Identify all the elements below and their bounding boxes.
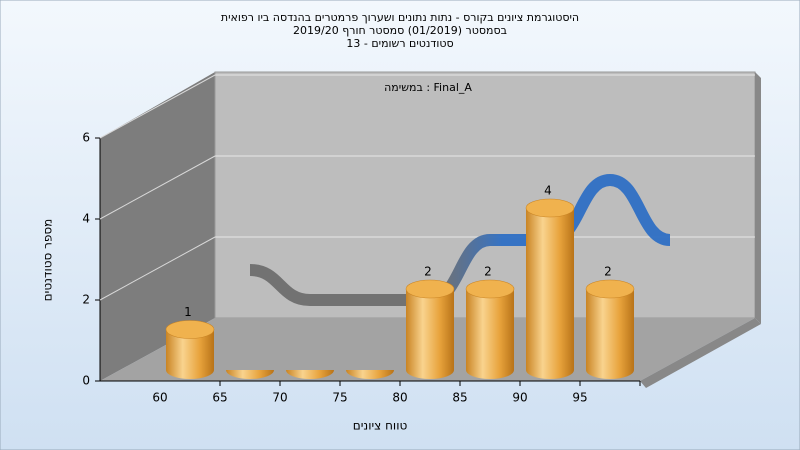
- chart-subtitle: סטודנטים רשומים - 13: [346, 37, 453, 50]
- wall-edge: [755, 72, 761, 324]
- bar-top: [165, 320, 215, 339]
- bar: [226, 370, 274, 379]
- data-label: 4: [544, 184, 552, 198]
- bar: [346, 370, 394, 379]
- grid-line: [99, 74, 216, 139]
- data-label: 2: [484, 265, 492, 279]
- bar: [406, 289, 454, 379]
- x-tick-label: 65: [212, 391, 227, 405]
- x-tick-label: 90: [512, 391, 527, 405]
- floor-edge: [640, 318, 761, 388]
- x-tick-label: 75: [332, 391, 347, 405]
- data-label: 2: [604, 265, 612, 279]
- bar-top: [525, 198, 575, 218]
- chart-title: היסטוגרמת ציונים בקורס - נתות נתונים ושע…: [221, 11, 579, 24]
- bar: [586, 289, 634, 379]
- y-tick-label: 2: [82, 293, 90, 307]
- bar-top: [465, 279, 515, 299]
- bar-top: [585, 279, 635, 299]
- ribbon: [249, 174, 672, 307]
- left-wall: [100, 72, 215, 381]
- y-tick-label: 6: [82, 131, 90, 145]
- x-tick-label: 85: [452, 391, 467, 405]
- grid-line: [99, 236, 216, 301]
- data-label: 1: [184, 305, 192, 319]
- bar-top: [405, 279, 455, 299]
- bar: [526, 208, 574, 379]
- chart-subtitle: בסמסטר (01/2019) סמסטר חורף 2019/20: [293, 24, 507, 37]
- x-tick-label: 80: [392, 391, 407, 405]
- grid-line: [99, 155, 216, 220]
- data-label: 2: [424, 265, 432, 279]
- bar: [286, 370, 334, 379]
- bar: [166, 329, 214, 379]
- y-axis-label: מספר סטודנטים: [41, 219, 55, 302]
- annotation: במשימה : Final_A: [384, 81, 472, 94]
- x-axis-label: טווח ציונים: [353, 419, 408, 433]
- x-tick-label: 95: [572, 391, 587, 405]
- x-tick-label: 60: [152, 391, 167, 405]
- x-tick-label: 70: [272, 391, 287, 405]
- y-tick-label: 0: [82, 374, 90, 388]
- y-tick-label: 4: [82, 212, 90, 226]
- bar: [466, 289, 514, 379]
